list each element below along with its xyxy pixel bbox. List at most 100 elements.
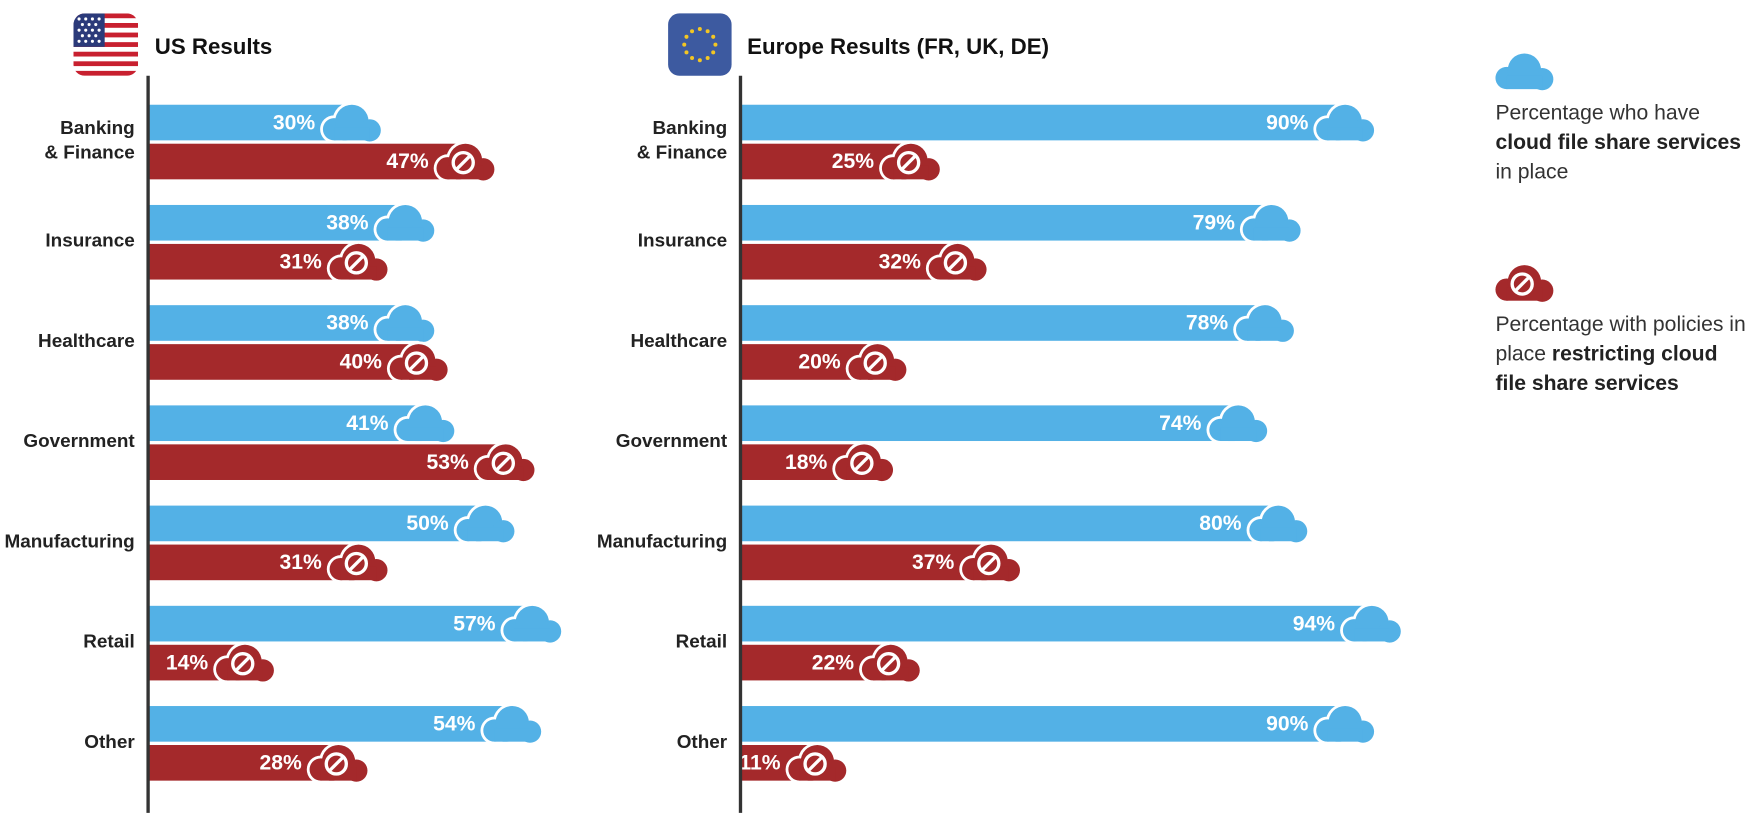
value-label: 40% [340,351,383,374]
cloud-part [1260,527,1297,542]
bar [148,544,356,581]
ban-symbol [867,355,884,371]
category-label: Other [84,732,135,753]
cloud-part [387,327,424,341]
cloud-icon [925,241,990,284]
cloud-icon [213,642,277,685]
cloud-icon [1313,703,1377,746]
category-label: Government [23,431,135,452]
cloud-icon [433,140,498,184]
category-label: Insurance [45,231,134,252]
cloud-icon [1206,402,1270,445]
value-label: 38% [326,211,369,234]
cloud-icon [326,241,391,284]
cloud-icon [453,502,518,546]
ban-symbol [863,351,887,375]
value-label: 32% [879,250,922,273]
ban-symbol [324,752,348,776]
legend-text: place restricting cloud [1495,342,1717,365]
category-label: Retail [676,632,728,653]
value-label: 47% [386,150,429,173]
value-label: 54% [433,713,476,736]
cloud-icon [500,603,564,646]
bar [148,143,463,180]
us-flag-icon [73,13,139,76]
value-label: 57% [453,612,496,635]
value-label: 11% [739,752,780,775]
legend-text-part: Percentage with policies in [1495,313,1745,336]
value-label: 28% [259,752,302,775]
cloud-icon [832,441,896,484]
ban-symbol [408,355,425,371]
bar [148,605,529,642]
cloud-icon [480,703,544,746]
chart-title: US Results [155,34,273,59]
cloud-part [494,728,531,742]
value-label: 31% [279,551,322,574]
value-label: 53% [426,451,469,474]
value-label: 18% [785,451,828,474]
cloud-part [1506,75,1543,90]
category-label: Manufacturing [597,531,727,552]
cloud-icon [1233,302,1297,345]
cloud-part [1247,327,1283,341]
value-label: 80% [1199,512,1242,535]
category-label: Insurance [638,231,727,252]
bar [148,706,509,742]
bar [148,505,483,542]
category-label: Banking & Finance [44,118,134,163]
bar [148,405,423,442]
cloud-icon [306,742,371,785]
cloud-part [1327,127,1363,141]
bar [740,405,1235,442]
value-label: 30% [273,111,316,134]
legend-text: Percentage who have [1495,101,1700,124]
bar [148,305,402,341]
ban-symbol [344,551,369,576]
legend-text-part: file share services [1495,372,1678,395]
category-label: Other [677,732,728,753]
cloud-icon [320,101,384,145]
ban-symbol [348,555,365,572]
legend-text: file share services [1495,372,1678,395]
cloud-icon [1340,603,1404,646]
bar [740,505,1275,542]
cloud-icon [373,202,438,245]
ban-symbol [234,655,251,672]
cloud-part [467,527,504,542]
value-label: 22% [812,651,855,674]
cloud-icon [845,341,910,384]
ban-symbol [348,254,365,271]
legend-text: Percentage with policies in [1495,313,1745,336]
cloud-icon [1239,202,1304,245]
bar [148,344,416,380]
cloud-icon [393,402,458,445]
bar [148,204,402,241]
ban-symbol [947,254,964,271]
ban-symbol [328,756,345,772]
bar [148,444,503,480]
ban-symbol [491,451,516,475]
cloud-part [387,227,424,241]
cloud-part [1220,427,1257,442]
ban-symbol [980,555,997,572]
cloud-icon [1246,502,1311,546]
category-label: Banking & Finance [637,118,727,163]
value-label: 20% [798,351,841,374]
legend-text: cloud file share services [1495,131,1741,154]
cloud-part [1253,227,1290,241]
bar [148,243,356,280]
legend-text-part: Percentage who have [1495,101,1700,124]
bar [740,204,1269,241]
bar [148,104,349,141]
bar [740,305,1262,341]
ban-symbol [344,251,369,275]
category-label: Healthcare [630,331,727,352]
ban-symbol [943,251,968,275]
cloud-part [334,127,370,141]
ban-symbol [495,455,512,472]
ban-symbol [880,655,897,672]
ban-symbol [1510,272,1534,296]
legend-icon [1492,262,1557,305]
